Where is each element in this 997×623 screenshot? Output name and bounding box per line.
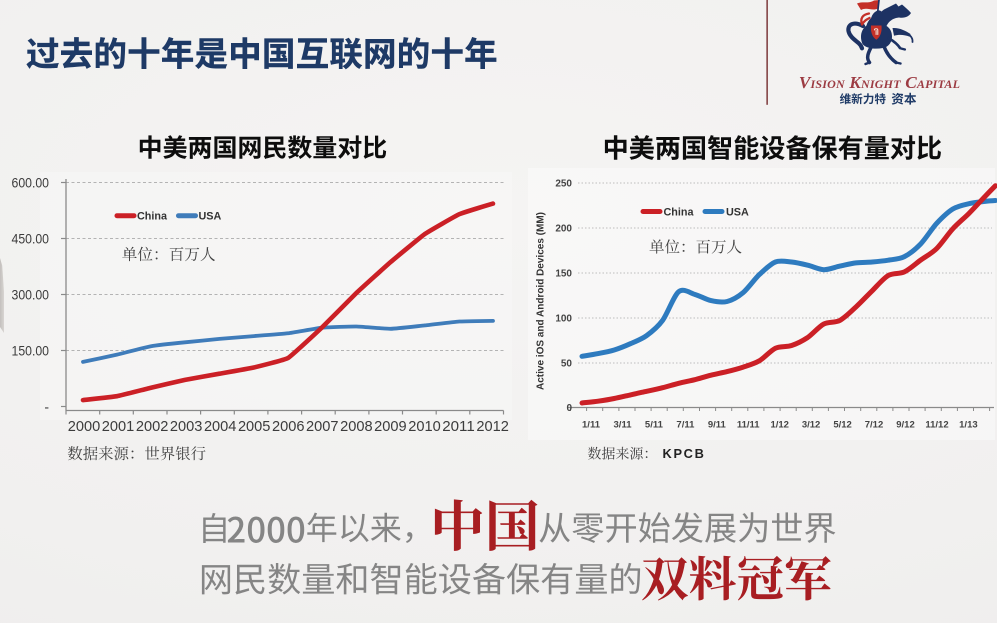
svg-text:2001: 2001 <box>102 418 135 435</box>
svg-text:1/13: 1/13 <box>959 420 978 431</box>
svg-text:9/11: 9/11 <box>708 420 727 431</box>
svg-text:200: 200 <box>555 224 572 235</box>
svg-text:2008: 2008 <box>340 418 373 435</box>
svg-text:150: 150 <box>555 269 572 280</box>
svg-text:150.00: 150.00 <box>12 343 50 359</box>
svg-text:2012: 2012 <box>476 418 509 435</box>
svg-text:5/11: 5/11 <box>645 420 664 431</box>
svg-text:2003: 2003 <box>170 418 203 435</box>
svg-text:2009: 2009 <box>374 418 407 435</box>
svg-text:2007: 2007 <box>306 418 339 435</box>
svg-text:China: China <box>664 207 695 219</box>
svg-text:300.00: 300.00 <box>12 287 50 303</box>
svg-text:3/11: 3/11 <box>614 420 633 431</box>
svg-text:11/11: 11/11 <box>737 420 760 431</box>
svg-text:2005: 2005 <box>238 418 271 435</box>
svg-text:5/12: 5/12 <box>833 420 852 431</box>
svg-text:7/12: 7/12 <box>865 420 884 431</box>
svg-text:1/11: 1/11 <box>582 420 601 431</box>
svg-text:2010: 2010 <box>408 418 441 435</box>
svg-text:9/12: 9/12 <box>896 420 915 431</box>
svg-text:2000: 2000 <box>68 418 101 435</box>
svg-text:Active iOS and Android Devices: Active iOS and Android Devices (MM) <box>536 212 547 390</box>
svg-text:250: 250 <box>555 179 572 190</box>
svg-text:450.00: 450.00 <box>12 231 50 247</box>
svg-text:100: 100 <box>555 314 572 325</box>
svg-text:China: China <box>137 211 168 223</box>
svg-text:-: - <box>44 398 49 414</box>
svg-text:2011: 2011 <box>442 418 475 435</box>
svg-text:7/11: 7/11 <box>676 420 695 431</box>
svg-text:600.00: 600.00 <box>12 175 50 191</box>
svg-text:50: 50 <box>561 359 573 370</box>
svg-text:2002: 2002 <box>136 418 169 435</box>
svg-text:2004: 2004 <box>204 418 237 435</box>
svg-text:1/12: 1/12 <box>770 420 789 431</box>
svg-text:0: 0 <box>566 403 572 414</box>
svg-text:USA: USA <box>199 211 222 223</box>
svg-text:2006: 2006 <box>272 418 305 435</box>
svg-text:KPCB: KPCB <box>663 446 706 461</box>
svg-text:3/12: 3/12 <box>802 420 821 431</box>
svg-text:Vision Knight Capital: Vision Knight Capital <box>799 73 960 92</box>
svg-text:11/12: 11/12 <box>925 420 948 431</box>
svg-text:USA: USA <box>726 207 749 219</box>
